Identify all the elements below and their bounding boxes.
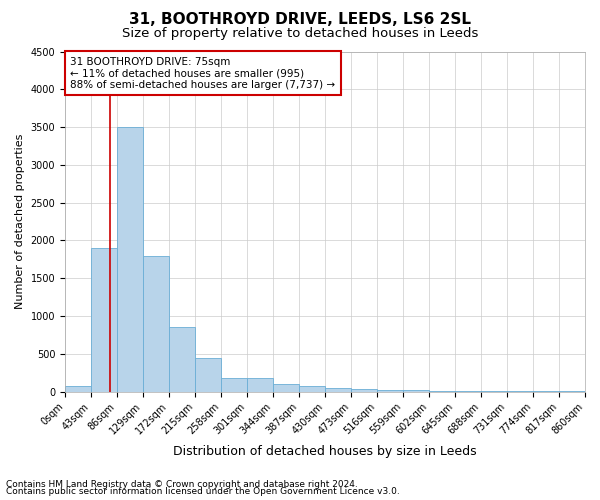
Bar xyxy=(247,378,273,392)
Text: Contains HM Land Registry data © Crown copyright and database right 2024.: Contains HM Land Registry data © Crown c… xyxy=(6,480,358,489)
Text: 31, BOOTHROYD DRIVE, LEEDS, LS6 2SL: 31, BOOTHROYD DRIVE, LEEDS, LS6 2SL xyxy=(129,12,471,28)
Bar xyxy=(169,328,195,392)
Bar xyxy=(91,248,117,392)
Bar xyxy=(273,384,299,392)
Y-axis label: Number of detached properties: Number of detached properties xyxy=(15,134,25,309)
Bar xyxy=(455,391,481,392)
Bar xyxy=(429,391,455,392)
Text: Size of property relative to detached houses in Leeds: Size of property relative to detached ho… xyxy=(122,28,478,40)
Bar xyxy=(195,358,221,392)
Bar xyxy=(351,390,377,392)
Bar xyxy=(65,386,91,392)
Bar xyxy=(143,256,169,392)
Bar xyxy=(377,390,403,392)
X-axis label: Distribution of detached houses by size in Leeds: Distribution of detached houses by size … xyxy=(173,444,477,458)
Text: Contains public sector information licensed under the Open Government Licence v3: Contains public sector information licen… xyxy=(6,487,400,496)
Bar xyxy=(325,388,351,392)
Bar xyxy=(403,390,429,392)
Bar xyxy=(299,386,325,392)
Text: 31 BOOTHROYD DRIVE: 75sqm
← 11% of detached houses are smaller (995)
88% of semi: 31 BOOTHROYD DRIVE: 75sqm ← 11% of detac… xyxy=(70,56,335,90)
Bar xyxy=(221,378,247,392)
Bar xyxy=(117,127,143,392)
